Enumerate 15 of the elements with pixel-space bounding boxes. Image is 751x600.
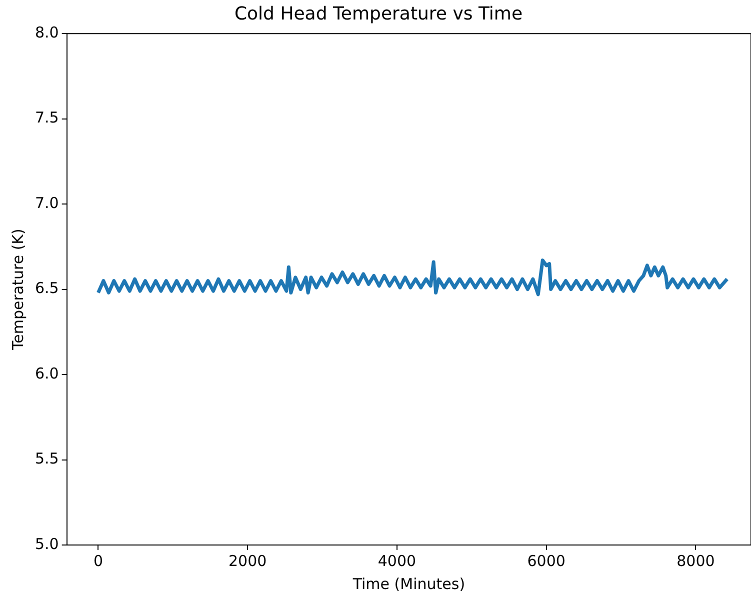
y-tick-label: 6.5 [34,279,59,298]
x-tick-label: 2000 [228,552,267,570]
y-tick-label: 8.0 [34,23,59,42]
y-tick-label: 7.0 [34,194,59,212]
y-tick-label: 5.5 [34,450,59,468]
y-axis-title: Temperature (K) [8,228,27,351]
y-tick-label: 7.5 [34,108,59,127]
x-tick-label: 4000 [378,552,416,570]
x-axis-title: Time (Minutes) [352,574,466,593]
chart-title: Cold Head Temperature vs Time [234,3,523,24]
x-tick-label: 8000 [676,552,715,570]
x-tick-label: 0 [93,552,103,570]
x-tick-label: 6000 [527,552,566,570]
y-tick-label: 5.0 [34,534,59,553]
y-tick-label: 6.0 [34,364,59,382]
